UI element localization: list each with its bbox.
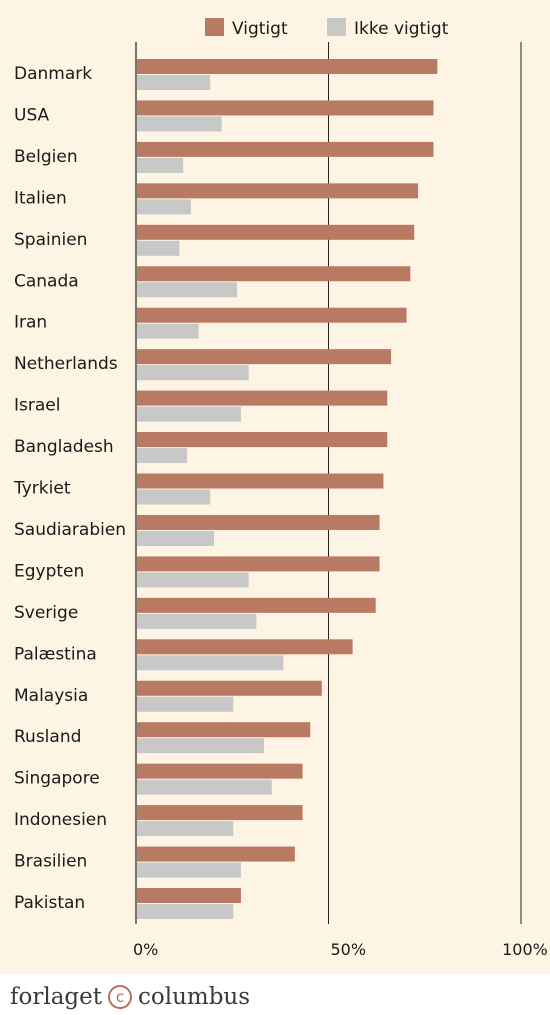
category-label-bangladesh: Bangladesh	[14, 437, 114, 457]
bar-bangladesh-ikke-vigtigt	[137, 448, 188, 464]
bar-canada-vigtigt	[137, 266, 411, 282]
legend-label-ikke-vigtigt: Ikke vigtigt	[354, 19, 449, 39]
copyright-icon: c	[108, 985, 132, 1009]
legend-swatch-ikke-vigtigt	[327, 18, 346, 36]
bar-pakistan-vigtigt	[137, 888, 241, 903]
bar-tyrkiet-vigtigt	[137, 473, 384, 489]
category-label-belgien: Belgien	[14, 147, 78, 167]
category-label-iran: Iran	[14, 313, 47, 333]
bar-malaysia-ikke-vigtigt	[137, 696, 234, 712]
bar-egypten-vigtigt	[137, 556, 380, 572]
category-label-usa: USA	[14, 105, 50, 125]
bar-singapore-vigtigt	[137, 763, 303, 779]
x-tick-label-1: 50%	[331, 940, 367, 959]
bar-danmark-vigtigt	[137, 59, 438, 74]
category-label-saudiarabien: Saudiarabien	[14, 520, 126, 540]
category-label-brasilien: Brasilien	[14, 852, 87, 872]
publisher-name-left: forlaget	[10, 984, 102, 1010]
category-label-palaestina: Palæstina	[14, 644, 97, 664]
bar-egypten-ikke-vigtigt	[137, 572, 249, 588]
bar-iran-ikke-vigtigt	[137, 323, 199, 339]
bar-usa-ikke-vigtigt	[137, 116, 222, 132]
bar-palaestina-vigtigt	[137, 639, 353, 655]
legend-swatch-vigtigt	[205, 18, 224, 36]
category-label-spainien: Spainien	[14, 230, 87, 250]
category-label-pakistan: Pakistan	[14, 893, 85, 913]
category-label-israel: Israel	[14, 396, 60, 416]
x-tick-label-0: 0%	[133, 940, 158, 959]
category-label-canada: Canada	[14, 271, 79, 291]
bar-rusland-ikke-vigtigt	[137, 738, 265, 754]
category-label-tyrkiet: Tyrkiet	[13, 479, 71, 499]
bar-danmark-ikke-vigtigt	[137, 75, 211, 90]
bar-tyrkiet-ikke-vigtigt	[137, 489, 211, 505]
bar-malaysia-vigtigt	[137, 680, 322, 696]
bar-canada-ikke-vigtigt	[137, 282, 238, 298]
bar-saudiarabien-vigtigt	[137, 514, 380, 530]
x-tick-label-2: 100%	[502, 940, 548, 959]
bar-sverige-vigtigt	[137, 597, 376, 613]
publisher-name-right: columbus	[138, 984, 251, 1010]
category-label-rusland: Rusland	[14, 727, 81, 747]
bar-brasilien-ikke-vigtigt	[137, 862, 241, 878]
bar-spainien-ikke-vigtigt	[137, 240, 180, 256]
bar-brasilien-vigtigt	[137, 846, 295, 862]
bar-spainien-vigtigt	[137, 224, 415, 240]
bar-netherlands-ikke-vigtigt	[137, 365, 249, 381]
publisher-logo: forlaget c columbus	[10, 981, 250, 1013]
bar-netherlands-vigtigt	[137, 349, 392, 365]
bar-pakistan-ikke-vigtigt	[137, 904, 234, 919]
bar-indonesien-ikke-vigtigt	[137, 821, 234, 837]
bar-singapore-ikke-vigtigt	[137, 779, 272, 795]
category-label-indonesien: Indonesien	[14, 810, 107, 830]
bar-indonesien-vigtigt	[137, 805, 303, 821]
bar-rusland-vigtigt	[137, 722, 311, 738]
legend-label-vigtigt: Vigtigt	[232, 19, 288, 39]
bar-italien-vigtigt	[137, 183, 419, 199]
bar-usa-vigtigt	[137, 100, 434, 116]
category-label-danmark: Danmark	[14, 64, 92, 84]
category-label-malaysia: Malaysia	[14, 686, 88, 706]
bar-israel-vigtigt	[137, 390, 388, 406]
bar-israel-ikke-vigtigt	[137, 406, 241, 422]
category-label-egypten: Egypten	[14, 561, 84, 581]
category-label-sverige: Sverige	[14, 603, 78, 623]
bar-belgien-vigtigt	[137, 141, 434, 157]
bar-sverige-ikke-vigtigt	[137, 613, 257, 629]
bar-bangladesh-vigtigt	[137, 432, 388, 448]
category-label-netherlands: Netherlands	[14, 354, 118, 374]
category-label-italien: Italien	[14, 188, 67, 208]
bar-belgien-ikke-vigtigt	[137, 157, 184, 173]
bar-iran-vigtigt	[137, 307, 407, 323]
bar-chart: Vigtigt Ikke vigtigt Danmark USA Belgien Ital…	[13, 18, 548, 959]
bar-palaestina-ikke-vigtigt	[137, 655, 284, 671]
bar-saudiarabien-ikke-vigtigt	[137, 530, 214, 546]
category-label-singapore: Singapore	[14, 769, 100, 789]
bar-italien-ikke-vigtigt	[137, 199, 191, 215]
